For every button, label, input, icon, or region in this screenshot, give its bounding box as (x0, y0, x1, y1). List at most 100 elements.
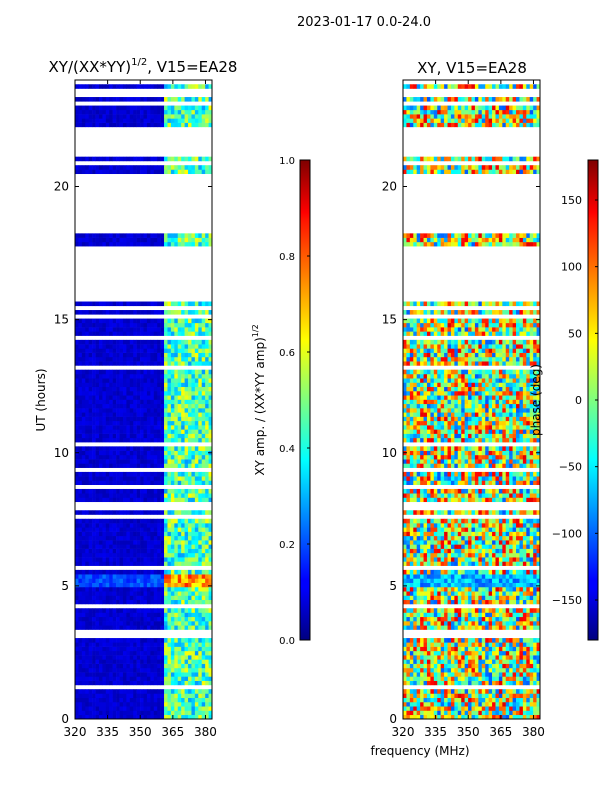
heatmap-cell (174, 356, 179, 362)
heatmap-cell (529, 667, 534, 673)
heatmap-cell (98, 697, 103, 703)
heatmap-cell (201, 544, 206, 549)
heatmap-cell (174, 625, 179, 630)
heatmap-cell (92, 395, 96, 400)
heatmap-cell (112, 595, 117, 601)
heatmap-cell (194, 463, 199, 468)
heatmap-cell (188, 569, 192, 575)
heatmap-cell (102, 463, 107, 468)
heatmap-cell (105, 403, 110, 409)
heatmap-cell (160, 352, 165, 358)
heatmap-cell (488, 612, 493, 618)
heatmap-cell (146, 663, 151, 669)
heatmap-cell (81, 373, 86, 379)
heatmap-cell (205, 339, 209, 345)
heatmap-cell (468, 591, 472, 596)
heatmap-cell (116, 527, 120, 532)
heatmap-cell (85, 676, 89, 681)
heatmap-cell (95, 701, 100, 707)
heatmap-cell (75, 552, 79, 558)
heatmap-cell (136, 386, 141, 392)
heatmap-cell (109, 390, 113, 396)
heatmap-cell (95, 595, 100, 601)
heatmap-cell (119, 459, 124, 464)
heatmap-cell (102, 322, 107, 328)
heatmap-cell (529, 714, 534, 719)
heatmap-cell (516, 697, 520, 703)
heatmap-cell (95, 463, 100, 468)
heatmap-cell (505, 714, 510, 719)
heatmap-cell (105, 437, 110, 443)
heatmap-cell (191, 608, 196, 613)
heatmap-cell (102, 301, 107, 307)
heatmap-cell (492, 621, 496, 626)
heatmap-cell (498, 599, 503, 605)
heatmap-cell (181, 612, 185, 618)
heatmap-cell (122, 344, 127, 349)
heatmap-cell (420, 625, 424, 630)
heatmap-cell (136, 510, 141, 515)
heatmap-cell (85, 680, 89, 686)
heatmap-cell (109, 578, 113, 583)
heatmap-cell (105, 544, 110, 549)
heatmap-cell (426, 625, 431, 630)
heatmap-cell (160, 114, 165, 119)
heatmap-cell (157, 437, 161, 443)
heatmap-cell (150, 429, 155, 434)
heatmap-cell (88, 459, 93, 464)
heatmap-cell (164, 672, 168, 677)
heatmap-cell (133, 459, 137, 464)
heatmap-cell (126, 322, 131, 328)
heatmap-cell (184, 552, 189, 558)
heatmap-cell (174, 378, 179, 383)
heatmap-cell (105, 344, 110, 349)
heatmap-cell (198, 535, 203, 541)
heatmap-cell (461, 638, 465, 643)
heatmap-cell (140, 356, 144, 362)
heatmap-cell (181, 425, 185, 430)
heatmap-cell (78, 714, 83, 719)
heatmap-cell (160, 105, 165, 111)
heatmap-cell (153, 344, 158, 349)
heatmap-cell (454, 655, 459, 660)
heatmap-cell (536, 608, 540, 613)
heatmap-cell (177, 706, 182, 711)
heatmap-cell (122, 416, 127, 422)
heatmap-cell (81, 450, 86, 456)
heatmap-cell (174, 646, 179, 652)
heatmap-cell (468, 650, 472, 656)
heatmap-cell (160, 395, 165, 400)
heatmap-cell (88, 327, 93, 332)
heatmap-cell (198, 642, 203, 647)
heatmap-cell (170, 621, 175, 626)
heatmap-cell (133, 369, 137, 375)
heatmap-cell (75, 586, 79, 592)
heatmap-cell (516, 642, 520, 647)
heatmap-cell (81, 689, 86, 694)
heatmap-cell (403, 586, 407, 592)
heatmap-cell (116, 408, 120, 413)
heatmap-cell (481, 621, 486, 626)
heatmap-cell (85, 697, 89, 703)
heatmap-cell (437, 599, 441, 605)
heatmap-cell (122, 408, 127, 413)
heatmap-cell (198, 420, 203, 426)
heatmap-cell (140, 327, 144, 332)
heatmap-cell (98, 497, 103, 503)
heatmap-cell (78, 339, 83, 345)
heatmap-cell (129, 429, 134, 434)
heatmap-cell (170, 540, 175, 545)
heatmap-cell (160, 557, 165, 562)
heatmap-cell (208, 552, 212, 558)
heatmap-cell (129, 655, 134, 660)
heatmap-cell (146, 241, 151, 247)
heatmap-cell (122, 356, 127, 362)
heatmap-cell (205, 586, 209, 592)
heatmap-cell (468, 676, 472, 681)
heatmap-cell (474, 608, 479, 613)
heatmap-cell (81, 425, 86, 430)
heatmap-cell (95, 591, 100, 596)
heatmap-cell (170, 676, 175, 681)
heatmap-cell (157, 390, 161, 396)
heatmap-cell (98, 646, 103, 652)
